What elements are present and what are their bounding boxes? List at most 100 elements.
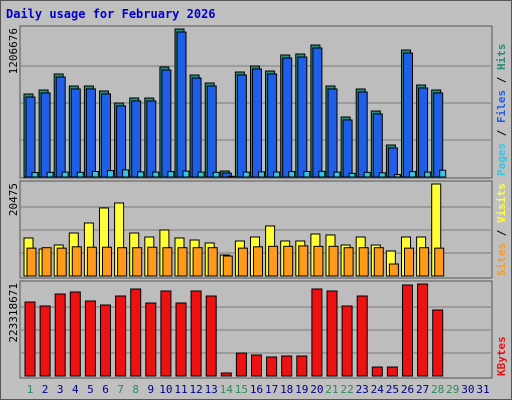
bar bbox=[131, 100, 142, 178]
bar bbox=[237, 247, 248, 277]
x-tick-label: 30 bbox=[461, 383, 474, 396]
bar bbox=[221, 172, 232, 178]
bar bbox=[296, 355, 308, 377]
legend: KBytes bbox=[495, 336, 508, 376]
bar bbox=[419, 247, 430, 277]
bar bbox=[372, 113, 383, 178]
bar bbox=[130, 288, 142, 377]
bar bbox=[160, 290, 172, 377]
bar bbox=[236, 74, 247, 178]
bar bbox=[388, 263, 399, 277]
bar bbox=[167, 171, 175, 178]
legend-entry: Files bbox=[495, 90, 508, 123]
bar bbox=[258, 171, 265, 178]
bar bbox=[71, 246, 82, 277]
chart-title: Daily usage for February 2026 bbox=[6, 7, 216, 21]
bar bbox=[55, 76, 66, 178]
x-tick-label: 12 bbox=[189, 383, 202, 396]
x-tick-label: 22 bbox=[340, 383, 353, 396]
bar bbox=[85, 88, 96, 178]
bar bbox=[387, 147, 398, 178]
bar bbox=[251, 354, 262, 377]
x-tick-label: 2 bbox=[42, 383, 49, 396]
bar bbox=[190, 290, 202, 377]
bar bbox=[91, 170, 99, 178]
x-tick-label: 4 bbox=[72, 383, 79, 396]
bar bbox=[161, 69, 172, 178]
bar bbox=[117, 247, 128, 277]
x-tick-label: 17 bbox=[265, 383, 278, 396]
x-tick-label: 9 bbox=[147, 383, 154, 396]
x-tick-label: 25 bbox=[386, 383, 399, 396]
bar bbox=[273, 171, 281, 178]
x-tick-label: 24 bbox=[371, 383, 385, 396]
y-tick-label: 223318671 bbox=[7, 283, 20, 343]
bar bbox=[303, 170, 311, 178]
bar bbox=[132, 247, 143, 277]
x-tick-label: 28 bbox=[431, 383, 444, 396]
bar bbox=[333, 171, 341, 178]
bar bbox=[403, 52, 413, 178]
bar bbox=[206, 85, 217, 178]
bar bbox=[84, 300, 96, 377]
bar bbox=[439, 169, 447, 178]
bar bbox=[46, 171, 54, 178]
x-tick-label: 26 bbox=[401, 383, 414, 396]
x-tick-label: 15 bbox=[235, 383, 248, 396]
bar bbox=[298, 245, 309, 277]
bar bbox=[409, 171, 416, 178]
legend-separator: / bbox=[495, 123, 508, 143]
bar bbox=[56, 247, 67, 277]
x-tick-label: 13 bbox=[205, 383, 218, 396]
bar bbox=[176, 31, 187, 178]
bar bbox=[197, 171, 205, 178]
bar bbox=[191, 77, 202, 178]
bar bbox=[39, 305, 51, 377]
bar bbox=[358, 247, 369, 277]
bar bbox=[152, 171, 160, 178]
bar bbox=[424, 171, 432, 178]
x-tick-label: 29 bbox=[446, 383, 459, 396]
bar bbox=[31, 172, 39, 178]
bar bbox=[373, 247, 384, 277]
bar bbox=[25, 96, 36, 178]
bar bbox=[378, 172, 386, 178]
bar bbox=[342, 119, 353, 178]
x-tick-label: 21 bbox=[325, 383, 338, 396]
bar bbox=[311, 288, 323, 377]
bar bbox=[107, 170, 114, 178]
bar bbox=[122, 169, 130, 178]
bar bbox=[282, 57, 293, 178]
bar bbox=[267, 73, 278, 178]
bar bbox=[283, 245, 294, 277]
bar bbox=[207, 247, 218, 277]
bar bbox=[266, 356, 278, 377]
bar bbox=[24, 301, 36, 377]
bar bbox=[328, 245, 339, 277]
x-tick-label: 31 bbox=[476, 383, 489, 396]
legend-separator: / bbox=[495, 70, 508, 90]
bar bbox=[41, 247, 52, 277]
bar bbox=[145, 302, 157, 377]
bar bbox=[192, 247, 203, 277]
bar bbox=[312, 47, 323, 178]
bar bbox=[348, 172, 356, 178]
bar bbox=[147, 246, 158, 277]
bar bbox=[326, 290, 338, 377]
x-tick-label: 7 bbox=[117, 383, 124, 396]
x-tick-label: 20 bbox=[310, 383, 323, 396]
bar bbox=[177, 247, 188, 277]
legend-separator: / bbox=[495, 223, 508, 243]
bar bbox=[70, 88, 81, 178]
x-tick-label: 27 bbox=[416, 383, 429, 396]
bar bbox=[205, 295, 217, 377]
bar bbox=[281, 355, 293, 377]
bar bbox=[54, 293, 66, 377]
bar bbox=[162, 247, 173, 277]
legend-entry: Pages bbox=[495, 143, 508, 176]
bar bbox=[357, 91, 368, 178]
legend-entry: KBytes bbox=[495, 336, 508, 376]
bar bbox=[227, 175, 235, 178]
